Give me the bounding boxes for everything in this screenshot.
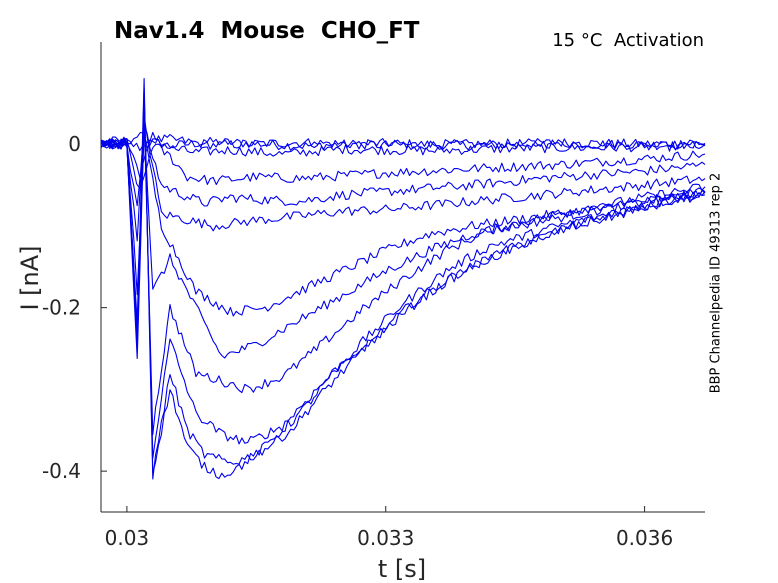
x-tick-label: 0.033 (357, 526, 414, 550)
current-trace-3 (100, 131, 706, 178)
current-trace-9 (100, 114, 706, 436)
current-trace-8 (100, 119, 706, 360)
current-traces (100, 78, 706, 480)
current-trace-4 (100, 138, 706, 190)
y-tick-label: 0 (68, 132, 81, 156)
x-tick-label: 0.036 (616, 526, 673, 550)
current-trace-5 (100, 126, 706, 207)
chart-title: Nav1.4 Mouse CHO_FT (114, 18, 420, 44)
y-axis-label: I [nA] (16, 245, 44, 310)
y-tick-label: -0.2 (42, 296, 81, 320)
condition-label: 15 °C Activation (552, 30, 704, 51)
current-trace-10 (100, 94, 706, 459)
x-axis-label: t [s] (378, 555, 426, 583)
current-trace-7 (100, 134, 706, 317)
x-tick-label: 0.03 (105, 526, 150, 550)
current-trace-2 (100, 131, 706, 151)
y-tick-label: -0.4 (42, 459, 81, 483)
current-trace-12 (100, 78, 706, 480)
axes: 0.03 0.033 0.036 0 -0.2 -0.4 (42, 42, 705, 550)
current-trace-6 (100, 115, 706, 242)
current-trace-1 (100, 136, 706, 152)
